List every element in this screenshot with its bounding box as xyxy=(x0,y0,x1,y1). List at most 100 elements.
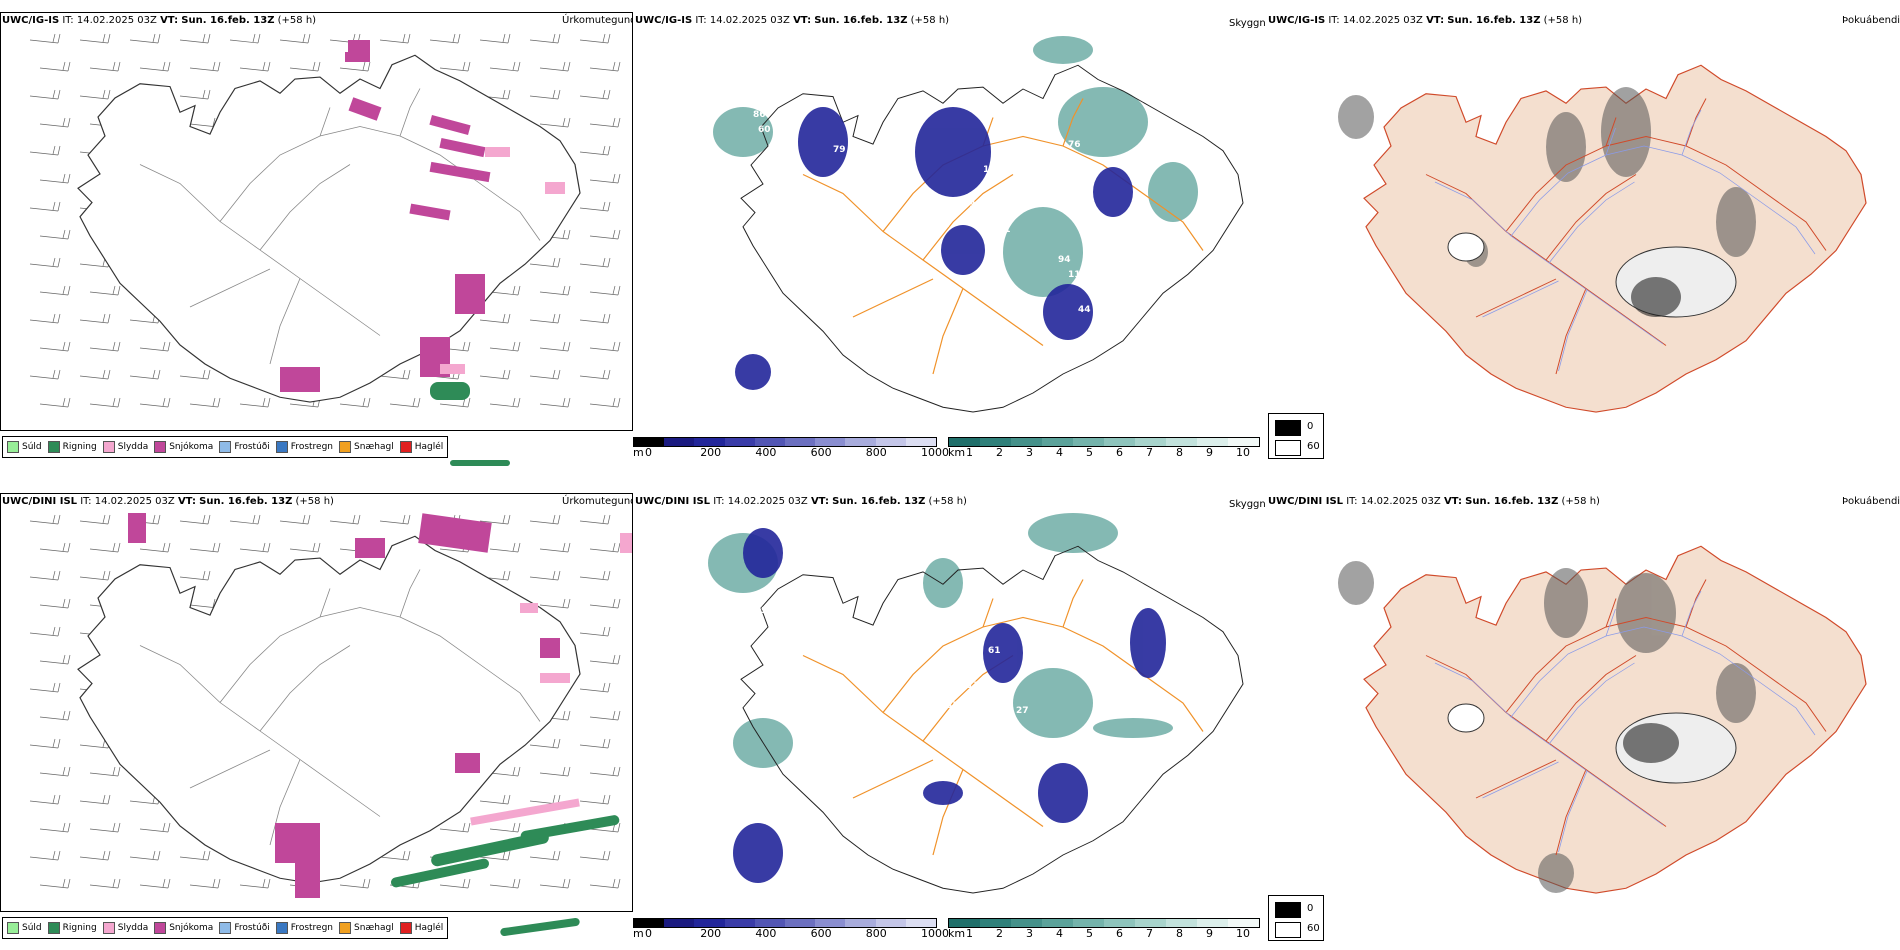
colorbar-tick: 8 xyxy=(1176,927,1183,940)
wind-barb xyxy=(29,626,61,637)
iceland-coastline xyxy=(77,535,581,884)
colorbar-tick: 800 xyxy=(865,927,887,940)
cloud-base-value: 99 xyxy=(817,861,830,871)
cloud-base-value: 40 xyxy=(1034,646,1047,656)
wind-barb xyxy=(189,397,221,408)
colorbar-tick: 3 xyxy=(1026,446,1033,459)
wind-barb xyxy=(239,878,271,889)
cloud-base-value: 93 xyxy=(1082,621,1095,631)
cloud-base-value: 105 xyxy=(1094,786,1113,796)
colorbar-tick: 4 xyxy=(1056,446,1063,459)
colorbar-tick: 200 xyxy=(700,446,722,459)
wind-barb xyxy=(29,794,61,805)
fog-legend: 0 60 xyxy=(1268,413,1324,459)
wind-barb xyxy=(529,89,561,100)
cloud-base-areas xyxy=(735,107,1133,390)
colorbar-segment xyxy=(845,919,876,927)
legend-swatch xyxy=(154,922,167,934)
wind-barb xyxy=(29,201,61,212)
colorbar-segment xyxy=(694,919,725,927)
road-network xyxy=(1425,98,1827,375)
wind-barb xyxy=(179,33,211,44)
wind-barb xyxy=(529,257,561,268)
wind-barb xyxy=(489,766,521,777)
cloud-base-value: 79 xyxy=(833,145,846,155)
precip-type-map-igis xyxy=(0,12,633,466)
colorbar-segment xyxy=(1228,438,1259,446)
legend-swatch xyxy=(275,441,288,453)
wind-barb xyxy=(189,542,221,553)
colorbar-segment xyxy=(1011,919,1042,927)
colorbar-segment xyxy=(754,438,786,446)
legend-swatch xyxy=(219,441,232,453)
wind-barb xyxy=(379,514,411,525)
wind-barb xyxy=(179,369,211,380)
colorbar-segment xyxy=(1166,919,1197,927)
wind-barb xyxy=(139,61,171,72)
wind-barb xyxy=(139,397,171,408)
fog-legend: 0 60 xyxy=(1268,895,1324,941)
wind-barb xyxy=(89,397,121,408)
iceland-coastline xyxy=(740,545,1244,894)
wind-barb xyxy=(539,598,571,609)
colorbar-tick: 9 xyxy=(1206,927,1213,940)
legend-label: Rigning xyxy=(62,923,97,933)
colorbar-tick: 7 xyxy=(1146,446,1153,459)
snowfall-areas xyxy=(128,513,560,898)
wind-barb xyxy=(589,397,621,408)
wind-barb xyxy=(79,850,111,861)
wind-barb xyxy=(139,542,171,553)
cloud-base-value: 76 xyxy=(1068,140,1081,150)
wind-barb xyxy=(39,542,71,553)
wind-barb xyxy=(579,201,611,212)
wind-barb xyxy=(239,61,271,72)
wind-barb xyxy=(89,341,121,352)
rain-areas xyxy=(430,382,510,466)
cloud-base-areas xyxy=(733,528,1166,883)
fog-indicator-panel-igis: UWC/IG-IS IT: 14.02.2025 03Z VT: Sun. 16… xyxy=(1266,12,1900,467)
colorbar-tick: 0 xyxy=(645,446,652,459)
wind-barb xyxy=(489,822,521,833)
precip-legend: Súld Rigning Slydda Snjókoma Frostúði Frostre… xyxy=(2,917,449,939)
colorbar-tick: 1 xyxy=(966,927,973,940)
legend-item: Snjókoma xyxy=(154,922,213,934)
panel-header: UWC/DINI ISL IT: 14.02.2025 03Z VT: Sun.… xyxy=(2,496,334,507)
wind-barb xyxy=(29,850,61,861)
cloud-base-value: 79 xyxy=(963,200,976,210)
wind-barb xyxy=(479,850,511,861)
wind-barb xyxy=(39,654,71,665)
wind-barb xyxy=(539,397,571,408)
colorbar-tick: 3 xyxy=(1026,927,1033,940)
wind-barb xyxy=(39,117,71,128)
colorbar-segment xyxy=(980,438,1011,446)
wind-barb xyxy=(379,33,411,44)
wind-barb xyxy=(79,89,111,100)
wind-barb xyxy=(129,369,161,380)
wind-barb xyxy=(229,33,261,44)
fog-legend-swatch xyxy=(1275,420,1301,436)
colorbar-tick: 9 xyxy=(1206,446,1213,459)
legend-swatch xyxy=(339,922,352,934)
wind-barb xyxy=(529,313,561,324)
wind-barb xyxy=(29,738,61,749)
colorbar-segment xyxy=(815,919,846,927)
wind-barb xyxy=(29,570,61,581)
wind-barb xyxy=(79,33,111,44)
legend-label: Snjókoma xyxy=(169,442,214,452)
legend-label: Haglél xyxy=(414,923,444,933)
cloud-base-colorbar: m 0 200 400 600 800 1000 xyxy=(633,437,949,467)
colorbar-segment xyxy=(1011,438,1042,446)
cloud-base-visibility-panel-dini: 93 98 88 28 133 21 27 134 115 135 88 36 105 99 42 61 84 4… xyxy=(633,493,1269,950)
wind-barb xyxy=(589,285,621,296)
cloud-visibility-map-dini: 9398882813321271341151358836105994261844… xyxy=(708,513,1244,894)
fog-indicator-map-dini xyxy=(1338,545,1867,894)
legend-item: Frostregn xyxy=(275,922,333,934)
wind-barb xyxy=(29,682,61,693)
legend-swatch xyxy=(339,441,352,453)
colorbar-segment xyxy=(1104,438,1135,446)
legend-item: Rigning xyxy=(47,441,97,453)
cloud-base-value: 93 xyxy=(753,591,766,601)
colorbar-tick: 600 xyxy=(810,446,832,459)
legend-label: Haglél xyxy=(414,442,444,452)
fog-legend-label: 0 xyxy=(1307,903,1314,914)
